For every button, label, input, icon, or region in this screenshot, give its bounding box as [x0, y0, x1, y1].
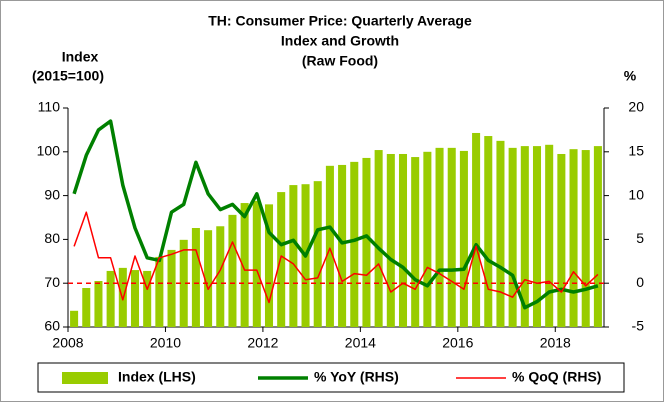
bar: [459, 150, 468, 327]
bar: [569, 149, 578, 327]
y2-tick-label: -5: [632, 318, 645, 334]
y-tick-label: 90: [44, 186, 60, 202]
bar: [386, 153, 395, 327]
y-tick-label: 60: [44, 318, 60, 334]
x-tick-label: 2012: [247, 335, 278, 351]
bar: [593, 146, 602, 327]
bar: [447, 147, 456, 327]
bar: [216, 226, 225, 327]
bar: [557, 153, 566, 327]
y-axis-label: (2015=100): [32, 68, 104, 84]
bar: [179, 239, 188, 327]
bar: [94, 281, 103, 327]
chart-title: TH: Consumer Price: Quarterly Average: [208, 13, 472, 29]
y-axis-label: Index: [62, 49, 99, 65]
bar: [508, 147, 517, 327]
bar: [532, 146, 542, 327]
bar: [289, 185, 298, 327]
y2-axis-label: %: [624, 68, 637, 84]
bar: [106, 270, 115, 327]
bar: [411, 157, 420, 327]
chart-title: Index and Growth: [281, 33, 399, 49]
y-tick-label: 110: [38, 99, 61, 115]
y2-tick-label: 10: [628, 186, 644, 202]
y2-tick-label: 15: [628, 143, 644, 159]
bar: [204, 230, 213, 327]
bar: [350, 161, 359, 327]
bar: [264, 204, 274, 327]
bar: [423, 151, 432, 327]
legend-label: % YoY (RHS): [314, 369, 399, 385]
x-tick-label: 2010: [150, 335, 181, 351]
bar: [545, 144, 554, 327]
legend: [37, 362, 625, 393]
line: [73, 211, 599, 304]
x-tick-label: 2008: [52, 335, 83, 351]
bar: [472, 132, 481, 327]
y2-tick-label: 20: [628, 99, 644, 115]
y-tick-label: 80: [44, 230, 60, 246]
y-tick-label: 100: [37, 143, 61, 159]
bar: [313, 181, 322, 327]
bar: [191, 228, 200, 327]
y-tick-label: 70: [44, 274, 60, 290]
x-tick-label: 2018: [540, 335, 571, 351]
bar: [325, 165, 334, 327]
bar: [496, 140, 505, 327]
y2-tick-label: 5: [636, 230, 644, 246]
bar: [435, 147, 444, 327]
legend-swatch: [62, 372, 108, 384]
bar: [277, 192, 286, 327]
legend-label: % QoQ (RHS): [512, 369, 601, 385]
bar: [520, 146, 529, 327]
chart-title: (Raw Food): [302, 53, 378, 69]
line: [72, 119, 599, 310]
bar: [228, 214, 237, 327]
x-tick-label: 2014: [345, 335, 376, 351]
bar: [240, 203, 249, 327]
bar: [252, 200, 261, 327]
x-tick-label: 2016: [442, 335, 473, 351]
legend-label: Index (LHS): [118, 369, 196, 385]
bar: [362, 157, 371, 327]
bar: [70, 310, 79, 327]
bar: [82, 288, 91, 327]
bar: [167, 249, 176, 327]
bar: [398, 153, 408, 327]
bar: [155, 256, 164, 327]
bar: [484, 136, 493, 327]
bar: [130, 270, 140, 327]
bar: [338, 164, 347, 327]
bar: [143, 270, 152, 327]
bar: [374, 150, 383, 327]
y2-tick-label: 0: [636, 274, 644, 290]
bar: [581, 150, 590, 327]
